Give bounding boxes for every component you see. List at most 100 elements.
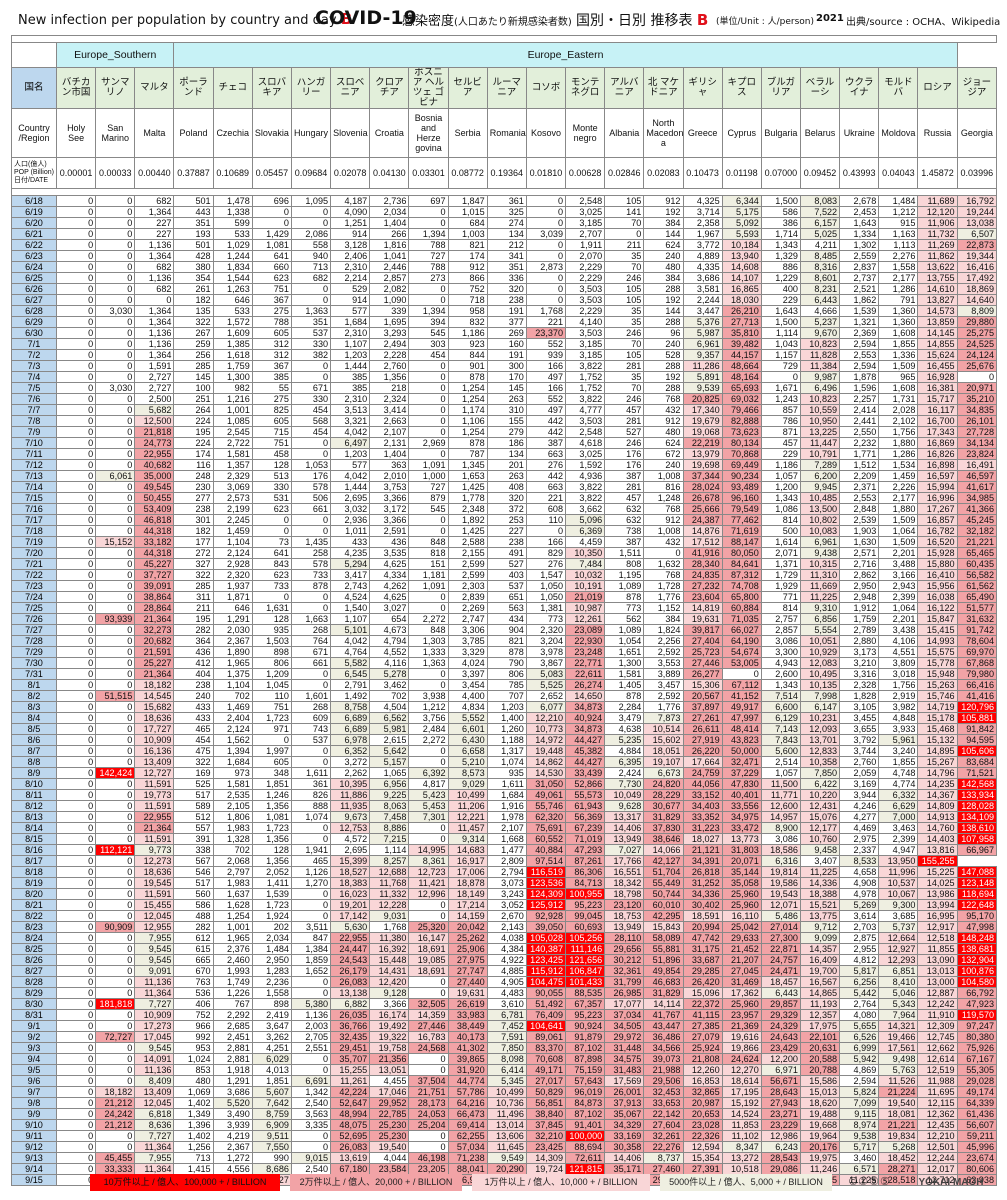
value-cell: 0 (290, 1053, 332, 1065)
value-cell: 29,506 (643, 1075, 684, 1087)
population-value: 0.08772 (447, 157, 488, 189)
value-cell: 10,518 (721, 1163, 762, 1175)
value-cell: 15,880 (917, 558, 958, 570)
value-cell: 115,912 (525, 965, 567, 977)
value-cell: 2,591 (369, 525, 410, 537)
value-cell: 480 (643, 426, 684, 438)
value-cell: 105,028 (525, 932, 567, 944)
value-cell: 64,190 (721, 635, 762, 647)
value-cell: 3,210 (839, 657, 880, 669)
value-cell: 2,276 (878, 250, 919, 262)
value-cell: 385 (330, 382, 371, 394)
population-value: 0.04130 (369, 157, 410, 189)
value-cell: 1,539 (839, 305, 880, 317)
value-cell: 1,477 (486, 844, 527, 856)
value-cell: 66,967 (956, 844, 998, 856)
value-cell: 1,444 (330, 360, 371, 372)
table-row: 7/3 0 0 1,591 285 1,759 367 0 1,444 2,760 0 901 300 1… (11, 360, 998, 372)
value-cell: 787 (447, 448, 488, 460)
value-cell: 578 (290, 558, 332, 570)
value-cell: 94,595 (956, 734, 998, 746)
date-cell: 8/31 (11, 1009, 57, 1021)
value-cell: 8,485 (799, 250, 841, 262)
infection-table: Europe_Southern Europe_Eastern 国名 バチカン市国 サンマ… (10, 35, 998, 1186)
value-cell: 11,591 (134, 833, 175, 845)
value-cell: 155 (486, 415, 527, 427)
date-cell: 8/3 (11, 701, 57, 713)
value-cell: 17,046 (369, 1086, 410, 1098)
value-cell: 21,121 (682, 844, 723, 856)
value-cell: 19,668 (799, 1119, 841, 1131)
value-cell: 1,041 (369, 250, 410, 262)
table-row: 8/1 0 0 18,182 238 1,104 1,045 0 2,791 3,462 0 3,45… (11, 679, 998, 691)
value-cell: 12,270 (721, 1064, 762, 1076)
value-cell: 3,086 (760, 635, 801, 647)
value-cell: 21,818 (134, 426, 175, 438)
value-cell: 0 (95, 657, 136, 669)
value-cell: 663 (525, 481, 567, 493)
value-cell: 4,817 (408, 778, 449, 790)
value-cell: 1,114 (369, 844, 410, 856)
value-cell: 4,848 (878, 712, 919, 724)
value-cell: 2,600 (760, 668, 801, 680)
value-cell: 142,568 (956, 778, 998, 790)
value-cell: 47,830 (721, 778, 762, 790)
value-cell: 79,980 (956, 668, 998, 680)
value-cell: 2,292 (212, 1009, 253, 1021)
date-cell: 7/29 (11, 646, 57, 658)
value-cell: 92,928 (525, 910, 567, 922)
value-cell: 2,540 (290, 1097, 332, 1109)
date-cell: 6/22 (11, 239, 57, 251)
value-cell: 55,305 (956, 1064, 998, 1076)
date-cell: 7/23 (11, 580, 57, 592)
country-name-en: Hungary (290, 108, 332, 158)
value-cell: 1,126 (290, 866, 332, 878)
value-cell: 1,364 (134, 305, 175, 317)
value-cell: 16,392 (369, 943, 410, 955)
value-cell: 14,760 (917, 822, 958, 834)
value-cell: 31,175 (682, 943, 723, 955)
value-cell: 48,664 (721, 360, 762, 372)
date-cell: 8/30 (11, 998, 57, 1010)
value-cell: 5,981 (369, 723, 410, 735)
value-cell: 24,643 (760, 1031, 801, 1043)
date-cell: 7/18 (11, 525, 57, 537)
value-cell: 6,443 (760, 987, 801, 999)
table-row: 8/21 0 0 15,455 586 1,628 1,723 0 19,201 12,228 0 1… (11, 899, 998, 911)
value-cell: 50,000 (721, 745, 762, 757)
value-cell: 18,614 (721, 1075, 762, 1087)
population-value: 0.01810 (525, 157, 567, 189)
value-cell: 10,823 (799, 393, 841, 405)
value-cell: 20,631 (799, 1042, 841, 1054)
value-cell: 18,081 (878, 1108, 919, 1120)
value-cell: 2,722 (212, 437, 253, 449)
value-cell: 12,260 (682, 1064, 723, 1076)
value-cell: 60,884 (721, 602, 762, 614)
value-cell: 32,210 (525, 1130, 567, 1142)
value-cell: 10,135 (799, 679, 841, 691)
value-cell: 1,643 (839, 217, 880, 229)
country-name-ja: コソボ (525, 67, 567, 109)
value-cell: 377 (486, 316, 527, 328)
value-cell: 16,110 (721, 910, 762, 922)
value-cell: 0 (408, 591, 449, 603)
value-cell: 51,492 (525, 998, 567, 1010)
value-cell: 497 (525, 404, 567, 416)
value-cell: 1,855 (878, 756, 919, 768)
value-cell: 96,160 (721, 492, 762, 504)
table-row: 8/16 0 112,121 9,773 338 702 128 1,941 2,695 1,11… (11, 844, 998, 856)
value-cell: 14,855 (917, 338, 958, 350)
value-cell: 2,685 (212, 1020, 253, 1032)
value-cell: 0 (55, 1152, 97, 1164)
value-cell: 4,042 (330, 426, 371, 438)
value-cell: 1,188 (486, 734, 527, 746)
value-cell: 1,209 (251, 668, 292, 680)
value-cell: 5,092 (721, 217, 762, 229)
value-cell: 2,406 (330, 250, 371, 262)
value-cell: 87,312 (721, 569, 762, 581)
value-cell: 24,329 (760, 1020, 801, 1032)
value-cell: 651 (486, 591, 527, 603)
value-cell: 4,325 (682, 195, 723, 207)
value-cell: 0 (95, 239, 136, 251)
value-cell: 13,225 (799, 426, 841, 438)
